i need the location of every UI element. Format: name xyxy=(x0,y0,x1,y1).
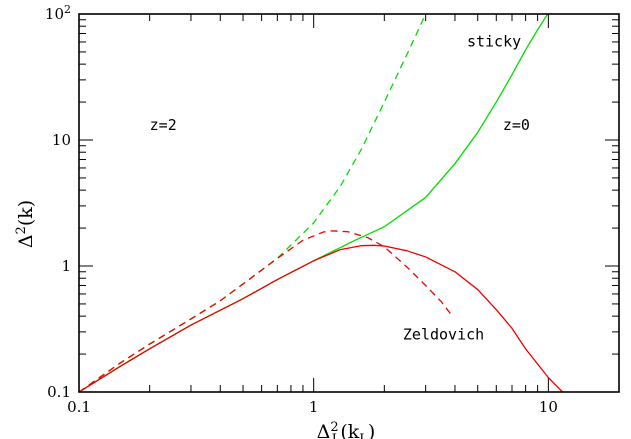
x-tick-label: 10 xyxy=(539,398,558,416)
x-tick-label: 1 xyxy=(309,398,319,416)
y-tick-label: 0.1 xyxy=(47,383,71,401)
series-layer xyxy=(79,14,564,392)
y-tick-label: 102 xyxy=(45,3,71,23)
annotation-sticky: sticky xyxy=(467,33,521,51)
y-tick-label: 1 xyxy=(61,257,71,275)
series-line-zeldovich_z2 xyxy=(79,230,453,392)
y-tick-label: 10 xyxy=(52,131,71,149)
series-line-sticky_z2 xyxy=(79,14,427,392)
series-line-zeldovich_z0 xyxy=(79,244,564,392)
plot-frame xyxy=(78,13,620,393)
x-tick-label: 0.1 xyxy=(67,398,91,416)
annotation-z0: z=0 xyxy=(503,116,530,134)
x-axis-title: Δ2L(kL) xyxy=(317,420,376,439)
axis-ticks xyxy=(78,13,620,393)
y-axis-title: Δ2(k) xyxy=(14,200,37,248)
annotations: sticky z=2 z=0 Zeldovich xyxy=(150,33,530,344)
tick-labels: 0.1 1 10 0.1 1 10 102 xyxy=(45,3,558,416)
annotation-zeldovich: Zeldovich xyxy=(403,326,484,344)
annotation-z2: z=2 xyxy=(150,116,177,134)
